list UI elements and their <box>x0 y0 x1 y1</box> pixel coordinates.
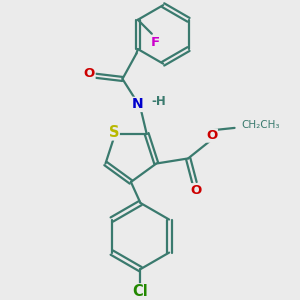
Text: F: F <box>150 36 160 49</box>
Text: O: O <box>84 68 95 80</box>
Text: -H: -H <box>151 95 166 108</box>
Text: S: S <box>109 125 119 140</box>
Text: CH₂CH₃: CH₂CH₃ <box>241 120 279 130</box>
Text: N: N <box>132 98 143 111</box>
Text: O: O <box>190 184 201 197</box>
Text: Cl: Cl <box>133 284 148 299</box>
Text: O: O <box>206 129 217 142</box>
